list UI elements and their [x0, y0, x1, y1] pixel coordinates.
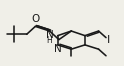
Text: N: N: [54, 44, 62, 55]
Text: N: N: [46, 30, 53, 40]
Text: I: I: [107, 35, 110, 45]
Text: H: H: [47, 36, 52, 45]
Text: O: O: [31, 14, 39, 24]
